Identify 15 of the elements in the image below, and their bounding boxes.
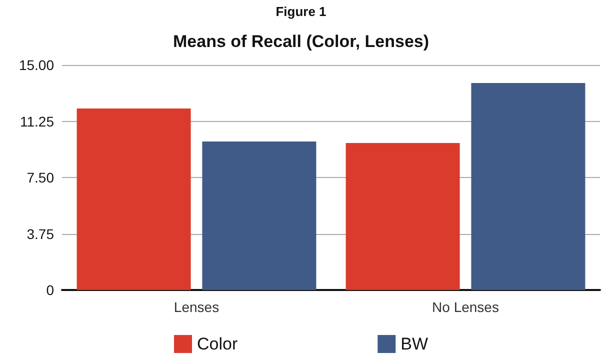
chart-title: Figure 1 <box>276 4 326 19</box>
legend-label: Color <box>196 334 238 354</box>
x-tick-label: Lenses <box>174 299 220 315</box>
y-tick-label: 0 <box>46 282 54 298</box>
legend-label: BW <box>400 334 428 354</box>
y-tick-label: 7.50 <box>26 170 54 186</box>
bar <box>76 108 191 290</box>
y-tick-label: 3.75 <box>26 226 54 242</box>
bar <box>202 142 316 290</box>
bar <box>346 143 460 290</box>
chart-subtitle: Means of Recall (Color, Lenses) <box>172 32 430 51</box>
x-tick-label: No Lenses <box>432 299 499 315</box>
bar <box>471 83 586 290</box>
y-tick-label: 11.25 <box>20 113 54 130</box>
y-tick-label: 15.00 <box>18 57 54 73</box>
